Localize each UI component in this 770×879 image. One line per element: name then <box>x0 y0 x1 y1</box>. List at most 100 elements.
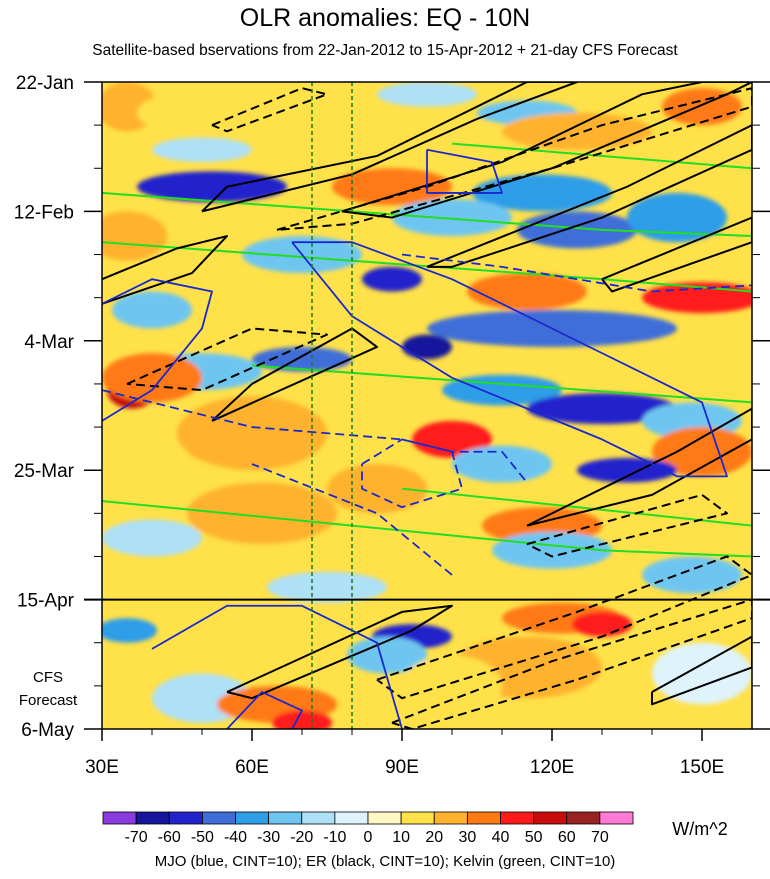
heatmap-cell-45 <box>347 636 427 674</box>
colorbar-unit: W/m^2 <box>672 819 727 839</box>
contour-er_neg-17 <box>126 327 328 392</box>
contour-mjo_neg-29 <box>251 463 453 576</box>
heatmap-cell-27 <box>527 393 677 424</box>
heatmap-cell-9 <box>332 168 452 206</box>
heatmap-cell-37 <box>102 519 202 557</box>
colorbar-swatch-6 <box>301 811 336 825</box>
contour-er_neg-18 <box>526 493 728 558</box>
colorbar-swatch-15 <box>599 811 634 825</box>
colorbar-swatch-13 <box>533 811 568 825</box>
x-tick-label-0: 30E <box>85 757 119 778</box>
heatmap-cell-43 <box>102 618 157 643</box>
contour-er-8 <box>341 82 752 219</box>
y-tick-label-0: 22-Jan <box>16 73 74 94</box>
contour-er_neg-19 <box>376 555 752 700</box>
colorbar-label-0: -70 <box>125 829 148 846</box>
contour-er-6 <box>102 235 228 305</box>
heatmap-layer <box>102 82 752 729</box>
heatmap-cell-25 <box>102 353 202 403</box>
chart-title: OLR anomalies: EQ - 10N <box>239 4 531 32</box>
heatmap-cell-13 <box>627 192 727 243</box>
forecast-label-1: Forecast <box>19 692 78 709</box>
colorbar-label-12: 50 <box>525 829 543 846</box>
colorbar-label-7: 0 <box>364 829 373 846</box>
heatmap-cell-22 <box>252 346 352 372</box>
colorbar-swatch-5 <box>268 811 303 825</box>
contour-mjo-23 <box>426 148 503 194</box>
heatmap-cell-32 <box>452 445 552 483</box>
contour-mjo-22 <box>291 241 728 478</box>
heatmap-cell-39 <box>642 556 742 594</box>
contour-kelvin-0 <box>102 191 752 238</box>
contour-kelvin-1 <box>102 241 752 293</box>
colorbar-swatch-8 <box>367 811 402 825</box>
heatmap-cells <box>102 82 752 729</box>
colorbar-swatch-11 <box>466 811 501 825</box>
heatmap-cell-8 <box>137 171 287 203</box>
heatmap-cell-3 <box>137 94 217 132</box>
x-tick-label-3: 120E <box>530 757 574 778</box>
colorbar-swatch-7 <box>334 811 369 825</box>
forecast-label-0: CFS <box>33 669 63 686</box>
heatmap-cell-1 <box>377 82 477 107</box>
colorbar-label-6: -10 <box>323 829 346 846</box>
contour-er_neg-16 <box>276 87 752 231</box>
contour-mjo-21 <box>102 278 213 422</box>
colorbar-swatch-2 <box>168 811 203 825</box>
heatmap-cell-11 <box>392 199 512 237</box>
contour-er-14 <box>601 216 752 293</box>
contour-mjo_neg-28 <box>401 253 752 293</box>
heatmap-cell-42 <box>572 611 632 637</box>
colorbar-label-4: -30 <box>257 829 280 846</box>
y-tick-label-2: 4-Mar <box>24 332 74 353</box>
heatmap-cell-30 <box>412 420 492 458</box>
heatmap-cell-35 <box>187 482 337 545</box>
heatmap-cell-12 <box>517 211 637 249</box>
colorbar-swatch-12 <box>500 811 535 825</box>
contour-er_neg-15 <box>211 87 328 133</box>
x-tick-label-1: 60E <box>235 757 269 778</box>
contour-er-12 <box>226 604 453 700</box>
contour-kelvin-5 <box>451 142 752 170</box>
colorbar-label-1: -60 <box>158 829 181 846</box>
heatmap-cell-21 <box>402 334 452 360</box>
contour-layer <box>102 82 752 729</box>
heatmap-cell-16 <box>362 266 422 292</box>
colorbar-layer: -70 -60 -50 -40 -30 -20 -10 0 10 20 30 40 50 60 70 W/m^… <box>102 811 728 846</box>
colorbar-label-5: -20 <box>290 829 313 846</box>
heatmap-cell-29 <box>177 396 327 471</box>
colorbar-label-8: 10 <box>392 829 410 846</box>
x-tick-label-4: 150E <box>680 757 724 778</box>
y-tick-label-4: 15-Apr <box>17 591 75 612</box>
contour-kelvin-2 <box>251 364 752 404</box>
colorbar-swatch-4 <box>235 811 270 825</box>
heatmap-cell-31 <box>652 427 752 477</box>
heatmap-cell-51 <box>402 655 502 717</box>
colorbar-label-11: 40 <box>492 829 510 846</box>
contour-mjo-24 <box>151 604 403 729</box>
y-tick-label-1: 12-Feb <box>14 202 74 223</box>
colorbar-label-10: 30 <box>458 829 476 846</box>
contour-mjo_neg-27 <box>361 438 463 509</box>
heatmap-cell-7 <box>152 137 252 163</box>
colorbar-label-2: -50 <box>191 829 214 846</box>
colorbar-label-14: 70 <box>591 829 609 846</box>
chart-subtitle: Satellite-based bservations from 22-Jan-… <box>92 42 678 59</box>
plot-frame <box>101 81 753 730</box>
heatmap-cell-47 <box>652 642 752 705</box>
colorbar-label-3: -40 <box>224 829 247 846</box>
colorbar-swatch-14 <box>566 811 601 825</box>
contour-kelvin-4 <box>401 487 752 527</box>
heatmap-cell-14 <box>102 211 167 261</box>
contour-mjo-25 <box>226 691 303 729</box>
colorbar-label-13: 60 <box>558 829 576 846</box>
colorbar-label-9: 20 <box>425 829 443 846</box>
chart-footnote: MJO (blue, CINT=10); ER (black, CINT=10)… <box>154 853 616 870</box>
heatmap-cell-38 <box>492 531 612 569</box>
contour-er-7 <box>201 82 578 213</box>
contour-kelvin-3 <box>102 500 752 558</box>
colorbar-swatch-9 <box>400 811 435 825</box>
contour-er-13 <box>651 635 752 706</box>
